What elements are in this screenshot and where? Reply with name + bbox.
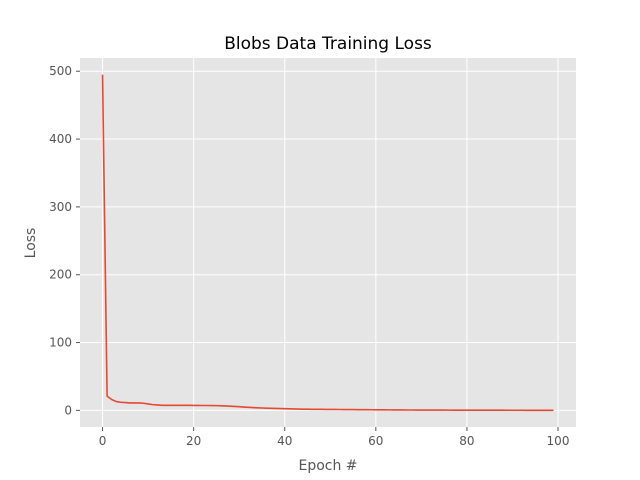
y-tick-label: 100 <box>49 336 72 350</box>
y-tick-label: 200 <box>49 268 72 282</box>
y-axis-label: Loss <box>23 228 39 259</box>
chart-title: Blobs Data Training Loss <box>224 34 432 54</box>
series-layer <box>101 74 554 412</box>
y-tick-label: 400 <box>49 132 72 146</box>
grid-lines <box>80 58 576 427</box>
axis-ticks: 0 20 40 60 80 100 0 100 200 300 400 500 <box>49 64 569 448</box>
plot-area <box>80 58 576 427</box>
x-tick-label: 80 <box>459 434 474 448</box>
x-tick-label: 100 <box>547 434 570 448</box>
x-tick-label: 20 <box>186 434 201 448</box>
x-tick-label: 40 <box>277 434 292 448</box>
y-tick-label: 300 <box>49 200 72 214</box>
y-tick-label: 0 <box>64 403 72 417</box>
y-tick-label: 500 <box>49 64 72 78</box>
loss-series-line <box>101 74 554 412</box>
x-tick-label: 60 <box>368 434 383 448</box>
x-axis-label: Epoch # <box>298 458 357 474</box>
x-tick-label: 0 <box>99 434 107 448</box>
